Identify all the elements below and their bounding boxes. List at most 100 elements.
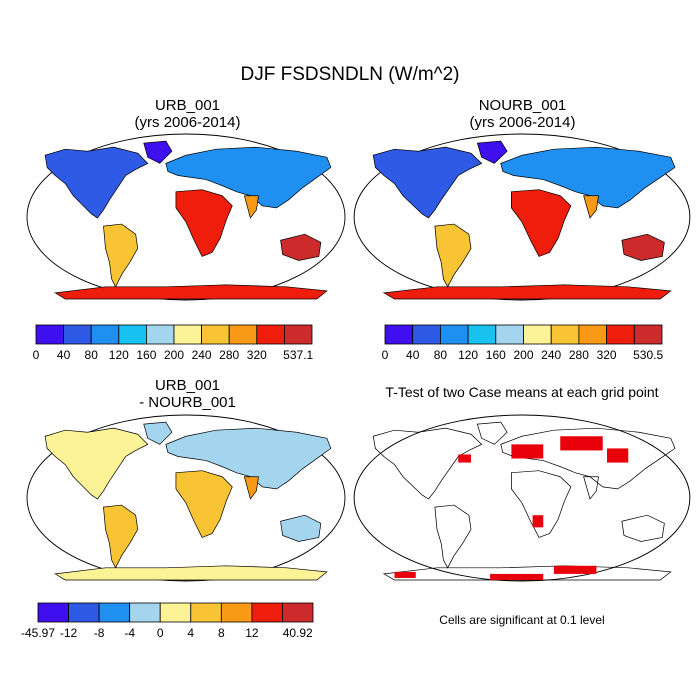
continent-africa — [175, 189, 233, 257]
continent-na — [44, 427, 149, 500]
colorbar-swatch — [412, 324, 441, 345]
continent-antarctica — [54, 284, 328, 300]
colorbar-swatch — [220, 602, 253, 623]
continent-greenland — [476, 140, 508, 164]
continent-greenland — [143, 140, 173, 164]
continent-sa — [434, 223, 472, 288]
colorbar-swatch — [159, 602, 192, 623]
colorbar-tick-label: 80 — [434, 348, 448, 362]
colorbar-swatch — [201, 324, 230, 345]
continent-india — [583, 195, 599, 219]
panel-title-nourb: NOURB_001 (yrs 2006-2014) — [350, 97, 695, 131]
colorbar-swatch — [173, 324, 203, 345]
colorbar-tick-label: 0 — [157, 626, 164, 640]
colorbar-tick-label: 200 — [513, 348, 533, 362]
significant-cell — [490, 573, 544, 580]
colorbar-swatch — [251, 602, 283, 623]
continent-eurasia — [500, 146, 676, 209]
continent-india — [243, 195, 259, 219]
panel-title-diff-line1: URB_001 — [154, 377, 221, 394]
panel-title-urb: URB_001 (yrs 2006-2014) — [25, 97, 350, 131]
continent-india — [583, 476, 599, 500]
continent-na — [372, 427, 483, 500]
panel-title-diff-line2: - NOURB_001 — [139, 394, 236, 411]
panel-title-urb-line2: (yrs 2006-2014) — [134, 114, 241, 131]
continent-sa — [103, 223, 139, 288]
colorbar-swatch — [190, 602, 222, 623]
colorbar-swatch — [282, 602, 314, 623]
panel-title-ttest-line1: T-Test of two Case means at each grid po… — [385, 384, 659, 400]
colorbar-swatch — [633, 324, 663, 345]
continent-eurasia — [165, 427, 332, 490]
colorbar-swatch — [63, 324, 92, 345]
colorbar-swatch — [68, 602, 100, 623]
colorbar-tick-label: 8 — [218, 626, 225, 640]
colorbar-tick-label: 280 — [219, 348, 239, 362]
panel-title-ttest: T-Test of two Case means at each grid po… — [352, 384, 692, 401]
colorbar-tick-label: 40 — [406, 348, 420, 362]
colorbar-tick-label: 12 — [245, 626, 259, 640]
colorbar-tick-label: 80 — [85, 348, 99, 362]
colorbar-tick-label: 4 — [187, 626, 194, 640]
significant-cell — [458, 454, 471, 463]
significant-cell — [394, 571, 416, 578]
colorbar-tick-label: 0 — [382, 348, 389, 362]
colorbar-tick-label: 120 — [458, 348, 478, 362]
colorbar-tick-label: -45.97 — [21, 626, 55, 640]
continent-antarctica — [382, 284, 672, 300]
figure-title: DJF FSDSNDLN (W/m^2) — [240, 64, 460, 85]
colorbar-tick-label: 160 — [136, 348, 156, 362]
colorbar-swatch — [550, 324, 580, 345]
colorbar-tick-label: 40 — [57, 348, 71, 362]
colorbar-tick-label: 320 — [597, 348, 617, 362]
colorbar-swatch — [145, 324, 175, 345]
continent-eurasia — [165, 146, 332, 209]
colorbar-swatch — [523, 324, 552, 345]
colorbar-tick-label: 537.1 — [283, 348, 313, 362]
colorbar-swatch — [439, 324, 469, 345]
panel-title-urb-line1: URB_001 — [154, 97, 221, 114]
continent-australia — [280, 514, 322, 542]
continent-greenland — [476, 421, 508, 445]
continent-sa — [434, 504, 472, 569]
colorbar-swatch — [35, 324, 65, 345]
colorbar-tick-label: 120 — [109, 348, 129, 362]
colorbar-swatch — [495, 324, 524, 345]
continent-africa — [511, 189, 572, 257]
significant-cell — [511, 444, 544, 459]
colorbar-swatch — [283, 324, 313, 345]
continent-india — [243, 476, 259, 500]
significant-cell — [607, 448, 629, 463]
panel-title-diff: URB_001 - NOURB_001 — [25, 377, 350, 411]
continent-australia — [280, 233, 322, 261]
significant-cell — [532, 515, 544, 528]
continent-africa — [511, 470, 572, 538]
colorbar-tick-label: -8 — [94, 626, 105, 640]
continent-na — [372, 146, 483, 219]
colorbar-swatch — [384, 324, 414, 345]
colorbar-swatch — [578, 324, 608, 345]
continent-sa — [103, 504, 139, 569]
colorbar-swatch — [228, 324, 258, 345]
colorbar-swatch — [256, 324, 285, 345]
significant-cell — [553, 565, 597, 574]
continent-africa — [175, 470, 233, 538]
colorbar-swatch — [37, 602, 69, 623]
colorbar-swatch — [118, 324, 147, 345]
continent-antarctica — [382, 565, 672, 581]
continent-antarctica — [54, 565, 328, 581]
colorbar-swatch — [606, 324, 635, 345]
continent-eurasia — [500, 427, 676, 490]
colorbar-tick-label: 200 — [164, 348, 184, 362]
colorbar-swatch — [98, 602, 131, 623]
colorbar-swatch — [90, 324, 120, 345]
panel-title-nourb-line2: (yrs 2006-2014) — [469, 114, 576, 131]
continent-australia — [621, 514, 665, 542]
colorbar-tick-label: 240 — [541, 348, 561, 362]
panel-title-nourb-line1: NOURB_001 — [478, 97, 567, 114]
